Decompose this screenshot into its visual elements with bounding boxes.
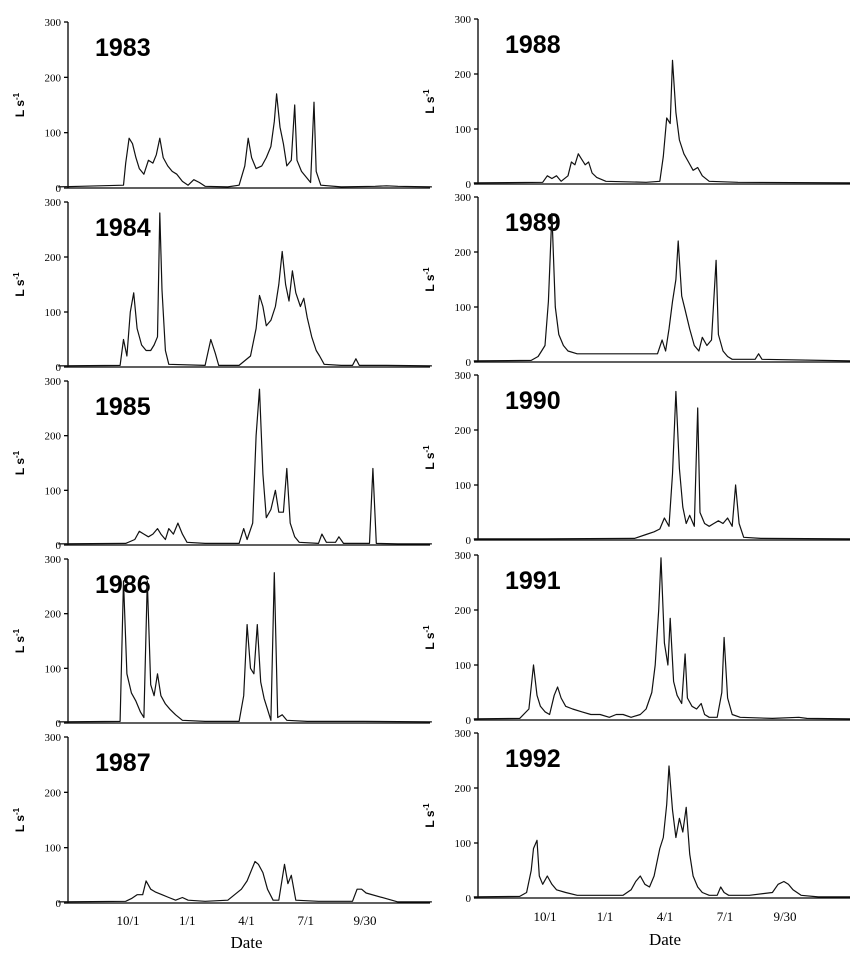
panel-1991-y-tick-label: 100 [455,660,472,672]
panel-1992-series-line [473,765,850,898]
panel-1989-y-tick-label: 200 [455,247,472,259]
panel-1984-y-tick-label: 300 [45,197,62,209]
x-axis-label: Date [649,930,681,949]
panel-1983-y-axis-label: L s-1 [12,92,27,117]
panel-1983-series-line [57,93,432,188]
x-tick-label: 7/1 [297,913,314,928]
panel-1992-y-tick-label: 100 [455,838,472,850]
panel-1985-y-tick-label: 200 [45,431,62,443]
x-tick-label: 9/30 [773,909,796,924]
panel-1990-series-line [473,390,850,540]
panel-1988-series-line [473,59,850,184]
panel-1989-series-line [473,212,850,362]
panel-1985-y-tick-label: 0 [56,540,62,552]
panel-1992-y-tick-label: 0 [466,893,472,905]
panel-1984-y-tick-label: 0 [56,362,62,374]
panel-1985-title: 1985 [95,393,151,421]
panel-1987-y-tick-label: 300 [45,732,62,744]
panel-1988-y-tick-label: 100 [455,124,472,136]
panel-1987-series-line [57,860,432,903]
x-tick-label: 4/1 [238,913,255,928]
panel-1986-y-tick-label: 200 [45,609,62,621]
panel-1992-title: 1992 [505,745,561,773]
panel-1988-y-axis-label: L s-1 [422,89,437,114]
panel-1989-y-axis-label: L s-1 [422,267,437,292]
x-axis-label: Date [230,933,262,952]
panel-1985-series-line [57,388,432,545]
panel-1986-series-line [57,572,432,723]
panel-1992-y-axis-label: L s-1 [422,803,437,828]
panel-1988-title: 1988 [505,31,561,59]
panel-1990-y-tick-label: 300 [455,370,472,382]
panel-1983-y-tick-label: 300 [45,17,62,29]
x-tick-label: 9/30 [353,913,376,928]
panel-1991-title: 1991 [505,567,561,595]
x-tick-label: 1/1 [597,909,614,924]
panel-1987-y-tick-label: 0 [56,898,62,910]
panel-1991-y-axis-label: L s-1 [422,625,437,650]
x-tick-label: 4/1 [657,909,674,924]
panel-1983-y-tick-label: 200 [45,72,62,84]
panel-1987-y-tick-label: 100 [45,843,62,855]
panel-1983-y-tick-label: 0 [56,183,62,195]
panel-1991-y-tick-label: 200 [455,605,472,617]
panel-1988-y-tick-label: 300 [455,14,472,26]
panel-1990-y-tick-label: 200 [455,425,472,437]
panel-1991-series-line [473,557,850,720]
panel-1984-y-axis-label: L s-1 [12,272,27,297]
panel-1988-y-tick-label: 0 [466,179,472,191]
panel-1991-y-tick-label: 300 [455,550,472,562]
panel-1992-y-tick-label: 300 [455,728,472,740]
panel-1984-series-line [57,212,432,367]
panel-1985-y-axis-label: L s-1 [12,450,27,475]
x-tick-label: 10/1 [116,913,139,928]
panel-1984-y-tick-label: 200 [45,252,62,264]
panel-1987-y-axis-label: L s-1 [12,807,27,832]
panel-1990-y-tick-label: 0 [466,535,472,547]
panel-1983-y-tick-label: 100 [45,128,62,140]
panel-1985-y-tick-label: 300 [45,376,62,388]
x-tick-label: 7/1 [717,909,734,924]
panel-1986-y-tick-label: 0 [56,718,62,730]
panel-1989-y-tick-label: 0 [466,357,472,369]
panel-1987-y-tick-label: 200 [45,787,62,799]
panel-1989-y-tick-label: 300 [455,192,472,204]
panel-1984-y-tick-label: 100 [45,307,62,319]
panel-1986-y-tick-label: 100 [45,663,62,675]
panel-1990-y-tick-label: 100 [455,480,472,492]
panel-1990-title: 1990 [505,387,561,415]
panel-1984-title: 1984 [95,214,151,242]
panel-1992-y-tick-label: 200 [455,783,472,795]
panel-1986-y-tick-label: 300 [45,554,62,566]
panel-1991-y-tick-label: 0 [466,715,472,727]
panel-1986-y-axis-label: L s-1 [12,628,27,653]
panel-1990-y-axis-label: L s-1 [422,445,437,470]
panel-1983-title: 1983 [95,34,151,62]
panel-1989-y-tick-label: 100 [455,302,472,314]
panel-1988-y-tick-label: 200 [455,69,472,81]
panel-1985-y-tick-label: 100 [45,485,62,497]
x-tick-label: 10/1 [533,909,556,924]
x-tick-label: 1/1 [179,913,196,928]
panel-1987-title: 1987 [95,749,151,777]
